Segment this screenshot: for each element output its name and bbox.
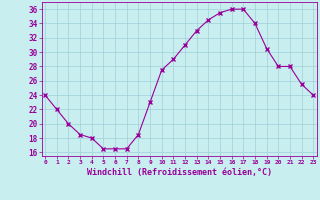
X-axis label: Windchill (Refroidissement éolien,°C): Windchill (Refroidissement éolien,°C) <box>87 168 272 177</box>
